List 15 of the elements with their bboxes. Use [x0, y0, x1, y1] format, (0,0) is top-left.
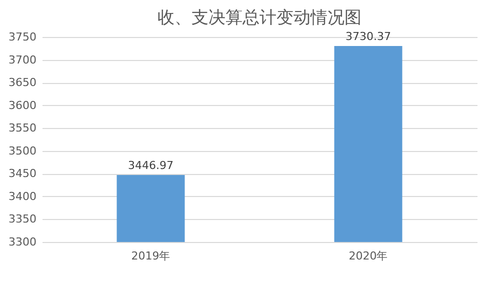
- y-tick-label: 3350: [8, 212, 36, 226]
- data-label: 3446.97: [128, 159, 174, 172]
- y-tick-label: 3700: [8, 53, 36, 66]
- y-tick-label: 3650: [8, 76, 36, 90]
- y-tick-label: 3500: [8, 144, 36, 158]
- chart-title: 收、支决算总计变动情况图: [158, 8, 362, 28]
- y-tick-label: 3450: [8, 167, 36, 180]
- data-label: 3730.37: [346, 30, 391, 43]
- y-tick-label: 3300: [8, 236, 36, 248]
- x-tick-label: 2020年: [348, 250, 388, 262]
- y-tick-label: 3550: [8, 122, 36, 135]
- y-tick-label: 3750: [8, 30, 36, 44]
- y-tick-label: 3400: [8, 190, 36, 203]
- y-tick-label: 3600: [8, 98, 36, 112]
- x-tick-label: 2019年: [131, 250, 170, 262]
